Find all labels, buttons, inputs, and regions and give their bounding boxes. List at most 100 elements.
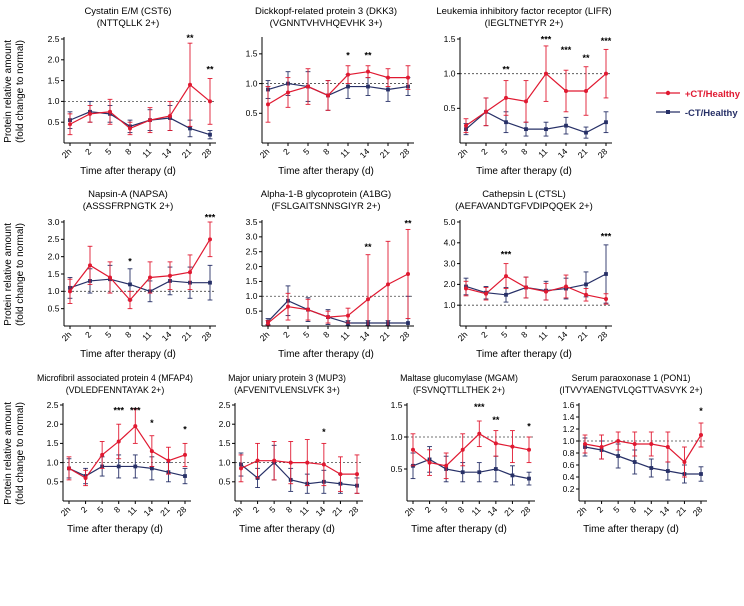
- y-tick-label: 2.0: [444, 279, 456, 289]
- chart-title: Dickkopf-related protein 3 (DKK3) (VGNNTV…: [255, 6, 397, 31]
- x-tick-label: 2h: [258, 329, 272, 343]
- significance-marker: **: [364, 51, 372, 61]
- chart-plot: 0.51.01.52h 2 5 8 11 14 21 28* **: [246, 37, 414, 160]
- significance-marker: **: [364, 242, 372, 252]
- y-tick-label: 1.5: [219, 438, 231, 448]
- significance-marker: ***: [205, 214, 216, 222]
- x-tick-label: 28: [519, 504, 533, 518]
- x-tick-label: 5: [301, 329, 312, 340]
- y-tick-label: 1.5: [48, 269, 60, 279]
- chart-title-peptide: (IEGLTNETYR 2+): [484, 18, 564, 29]
- y-tick-label: 2.5: [219, 400, 231, 410]
- x-tick-label: 14: [314, 504, 328, 518]
- y-tick-label: 0.5: [444, 103, 456, 113]
- x-tick-label: 8: [519, 146, 530, 157]
- legend-item-ct-minus: -CT/Healthy: [655, 107, 740, 120]
- y-tick-label: 1.4: [563, 412, 575, 422]
- y-axis-label-line2: (fold change to normal): [15, 223, 26, 326]
- series-ct-plus: [265, 228, 411, 327]
- x-tick-label: 28: [200, 146, 214, 160]
- chart-title-protein: Maltase glucomylase (MGAM): [400, 373, 518, 383]
- x-tick-label: 14: [142, 504, 156, 518]
- x-tick-label: 28: [596, 329, 610, 343]
- x-tick-label: 2h: [231, 504, 245, 518]
- y-tick-label: 5.0: [444, 217, 456, 227]
- chart-panel: Cathepsin L (CTSL) (AEFAVANDTGFVDIPQQEK 2…: [426, 189, 622, 360]
- significance-marker: ***: [601, 232, 612, 242]
- chart-title: Alpha-1-B glycoprotein (A1BG) (FSLGAITSNN…: [261, 189, 391, 214]
- y-tick-label: 0.5: [391, 464, 403, 474]
- x-tick-label: 8: [123, 329, 134, 340]
- x-tick-label: 5: [95, 504, 106, 515]
- chart-title-peptide: (VDLEDFENNTAYAK 2+): [65, 385, 165, 395]
- chart-title-peptide: (ASSSFRPNGTK 2+): [82, 201, 174, 212]
- significance-marker: *: [527, 421, 531, 431]
- chart-panel: Cystatin E/M (CST6) (NTTQLLK 2+) 0.5 1.0 1.5…: [30, 6, 226, 177]
- significance-marker: ***: [474, 402, 485, 412]
- y-tick-label: 2.5: [47, 400, 59, 410]
- x-tick-label: 2h: [258, 146, 272, 160]
- y-axis-label: Protein relative amount (fold change to …: [3, 402, 27, 505]
- y-tick-label: 2.5: [48, 234, 60, 244]
- x-tick-label: 8: [628, 504, 639, 515]
- y-tick-label: 0.8: [563, 448, 575, 458]
- chart-plot: 0.51.01.52h 2 5 8 11 14 21 28*************: [444, 34, 612, 160]
- x-tick-label: 2: [83, 146, 94, 157]
- x-tick-label: 5: [611, 504, 622, 515]
- y-tick-label: 0.4: [563, 472, 575, 482]
- chart-title: Maltase glucomylase (MGAM) (FSVNQTTLLTHEK…: [400, 372, 518, 397]
- x-tick-label: 21: [330, 504, 344, 518]
- x-tick-label: 8: [456, 504, 467, 515]
- series-ct-minus: [410, 446, 532, 486]
- x-tick-label: 2: [251, 504, 262, 515]
- x-axis-label: Time after therapy (d): [239, 524, 335, 535]
- significance-marker: **: [582, 53, 590, 63]
- series-ct-plus: [67, 221, 213, 310]
- y-tick-label: 1.0: [444, 68, 456, 78]
- x-tick-label: 28: [691, 504, 705, 518]
- x-tick-label: 2h: [403, 504, 417, 518]
- y-tick-label: 3.0: [48, 217, 60, 227]
- y-tick-label: 1.5: [444, 34, 456, 44]
- charts-row-1: Cystatin E/M (CST6) (NTTQLLK 2+) 0.5 1.0 1.5…: [30, 6, 624, 177]
- y-tick-label: 1.0: [47, 457, 59, 467]
- y-tick-label: 3.5: [246, 217, 258, 227]
- y-tick-label: 2.0: [219, 419, 231, 429]
- x-tick-label: 14: [556, 329, 570, 343]
- axes: 0.5 1.0 1.5 2.0 2.5 3.0 2h 2 5 8 11 14 21 28: [48, 217, 216, 343]
- x-tick-label: 14: [658, 504, 672, 518]
- x-tick-label: 11: [338, 329, 352, 343]
- x-tick-label: 2: [79, 504, 90, 515]
- y-tick-label: 2.0: [48, 251, 60, 261]
- y-tick-label: 0.5: [48, 117, 60, 127]
- significance-marker: **: [206, 64, 214, 74]
- x-tick-label: 21: [180, 329, 194, 343]
- y-tick-label: 2.0: [47, 419, 59, 429]
- x-tick-label: 5: [499, 329, 510, 340]
- x-tick-label: 28: [398, 146, 412, 160]
- chart-title-peptide: (AEFAVANDTGFVDIPQQEK 2+): [455, 201, 593, 212]
- y-axis-label-line1: Protein relative amount: [3, 40, 14, 143]
- chart-panel: Microfibril associated protein 4 (MFAP4)…: [30, 372, 200, 535]
- chart-title: Cathepsin L (CTSL) (AEFAVANDTGFVDIPQQEK 2…: [455, 189, 593, 214]
- x-tick-label: 28: [596, 146, 610, 160]
- x-tick-label: 11: [469, 504, 483, 518]
- legend-item-ct-plus: +CT/Healthy: [655, 88, 740, 101]
- y-tick-label: 1.5: [246, 49, 258, 59]
- chart-title: Napsin-A (NAPSA) (ASSSFRPNGTK 2+): [83, 189, 174, 214]
- axes: 0.5 1.0 1.5 2h 2 5 8 11 14 21 28: [246, 37, 414, 160]
- chart-title-peptide: (VGNNTVHVHQEVHK 3+): [269, 18, 383, 29]
- chart-plot: 0.2 0.4 0.6 0.8 1.0 1.2 1.4 1.6 2h 2 5 8 11 14 21 28 *: [563, 400, 707, 518]
- chart-row-1: Protein relative amount (fold change to …: [0, 6, 744, 177]
- x-axis-label: Time after therapy (d): [80, 166, 176, 177]
- series-ct-plus: [463, 45, 609, 134]
- chart-title-peptide: (FSVNQTTLLTHEK 2+): [413, 385, 505, 395]
- chart-title-protein: Cathepsin L (CTSL): [482, 189, 566, 200]
- significance-marker: *: [346, 51, 350, 61]
- series-ct-plus: [582, 422, 704, 478]
- y-tick-label: 2.5: [246, 247, 258, 257]
- x-tick-label: 11: [125, 504, 139, 518]
- x-tick-label: 28: [175, 504, 189, 518]
- x-tick-label: 2: [281, 146, 292, 157]
